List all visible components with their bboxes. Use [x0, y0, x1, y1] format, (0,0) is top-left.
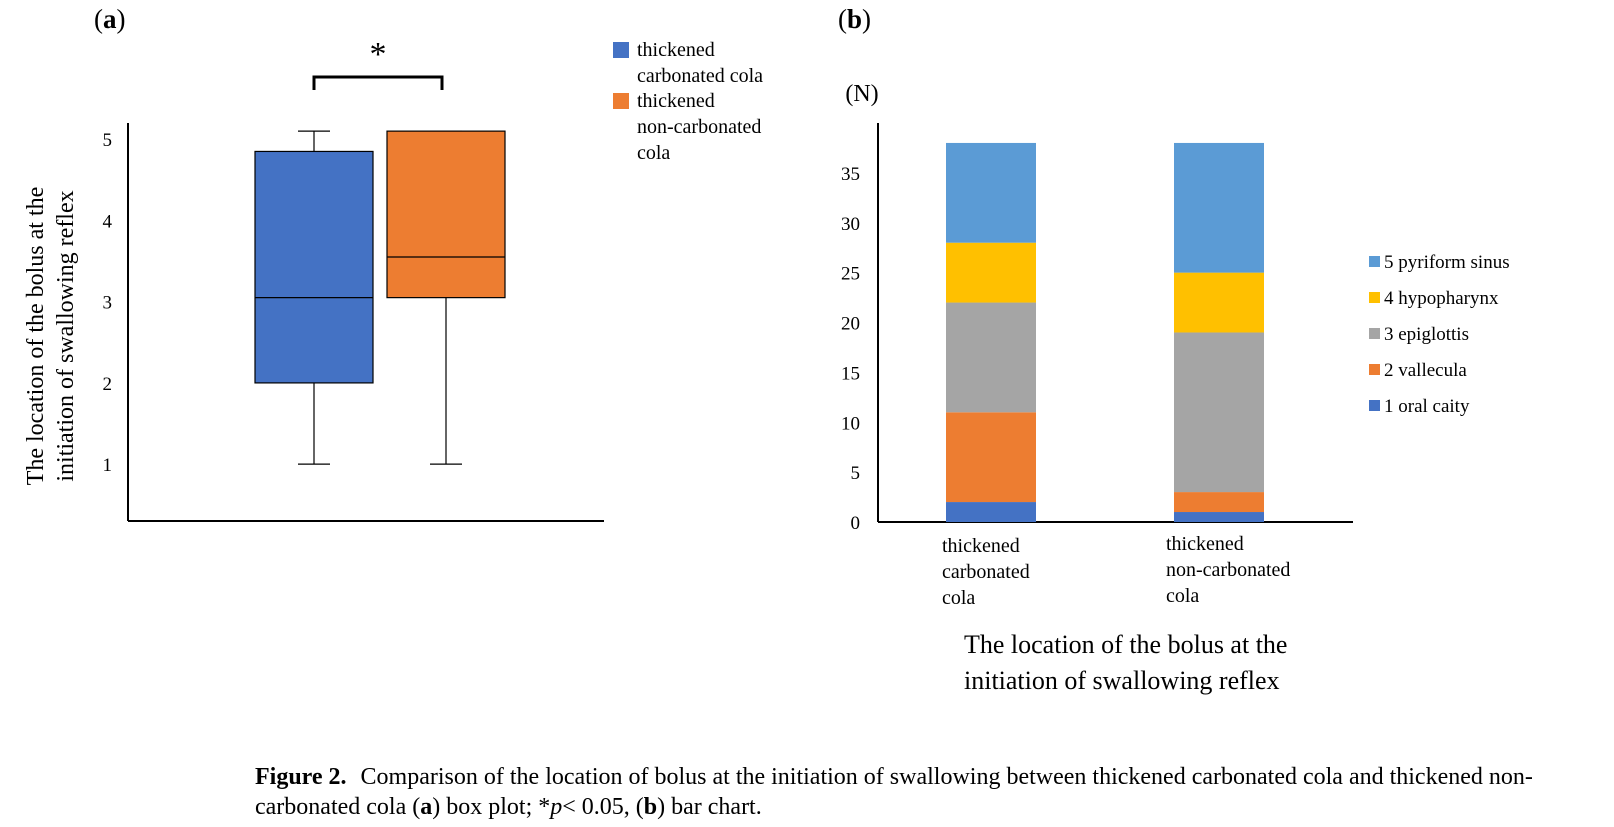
legend-label: 3 epiglottis	[1384, 324, 1469, 345]
bar-segment	[946, 502, 1036, 522]
y-axis-title-line1: The location of the bolus at the	[23, 187, 49, 486]
significance-marker: *	[370, 36, 387, 73]
significance-bracket	[312, 75, 444, 90]
legend-label: thickened	[637, 90, 715, 112]
legend-swatch	[613, 93, 629, 109]
bar-segment	[1174, 142, 1264, 273]
y-tick-label: 20	[841, 314, 860, 335]
legend-swatch	[1369, 364, 1380, 375]
y-tick-label: 10	[841, 413, 860, 434]
x-category-label: cola	[1166, 585, 1199, 607]
y-tick-label: 30	[841, 214, 860, 235]
y-tick-label: 5	[851, 463, 861, 484]
y-axis-unit-label: (N)	[845, 81, 878, 107]
x-category-label: non-carbonated	[1166, 559, 1290, 581]
bar-segment	[1174, 512, 1264, 522]
caption-text-4: ) bar chart.	[657, 794, 762, 820]
legend-swatch	[1369, 292, 1380, 303]
bar-segment	[946, 412, 1036, 503]
y-tick-label: 15	[841, 363, 860, 384]
legend-label: thickened	[637, 39, 715, 61]
y-tick-label: 2	[103, 374, 113, 395]
bar-segment	[1174, 492, 1264, 513]
box-series-1	[254, 130, 374, 465]
y-tick-label: 1	[103, 455, 113, 476]
legend-label: 5 pyriform sinus	[1384, 252, 1510, 273]
bar-segment	[946, 142, 1036, 243]
legend-label: non-carbonated	[637, 116, 761, 138]
legend-label: 2 vallecula	[1384, 360, 1467, 381]
y-tick-label: 5	[103, 130, 113, 151]
x-category-label: thickened	[1166, 533, 1244, 555]
caption-label: Figure 2.	[255, 764, 347, 790]
iqr-box	[386, 130, 506, 299]
y-tick-label: 4	[103, 211, 113, 232]
bar-segment	[946, 302, 1036, 413]
bar-segment	[1174, 272, 1264, 333]
legend-label: cola	[637, 142, 670, 164]
x-axis-title-line1: The location of the bolus at the	[964, 630, 1287, 659]
box-series-2	[386, 130, 506, 465]
y-tick-label: 35	[841, 164, 860, 185]
legend-swatch	[1369, 328, 1380, 339]
caption-bold-b: b	[643, 794, 658, 820]
x-axis-title-line2: initiation of swallowing reflex	[964, 666, 1280, 695]
panel-a-label: (a)	[94, 4, 126, 34]
bar-segment	[946, 242, 1036, 303]
y-tick-label: 0	[851, 513, 861, 534]
x-category-label: thickened	[942, 535, 1020, 557]
legend-swatch	[613, 42, 629, 58]
legend-swatch	[1369, 256, 1380, 267]
y-axis-title-line2: initiation of swallowing reflex	[53, 190, 79, 481]
caption-text-2: ) box plot; *	[432, 794, 551, 820]
x-category-label: carbonated	[942, 561, 1030, 583]
x-category-label: cola	[942, 587, 975, 609]
panel-b-label: (b)	[838, 4, 872, 34]
caption-italic-p: p	[550, 794, 563, 820]
y-tick-label: 3	[103, 293, 113, 314]
figure-caption: Figure 2. Comparison of the location of b…	[255, 762, 1555, 822]
legend-label: 4 hypopharynx	[1384, 288, 1499, 309]
legend-label: 1 oral caity	[1384, 396, 1470, 417]
box-plot-chart: The location of the bolus at the initiat…	[23, 36, 763, 522]
bar-segment	[1174, 332, 1264, 493]
legend-swatch	[1369, 400, 1380, 411]
stacked-bar-chart: (N) 0 5 10 15 20 25 30 35 thickened carbonated co…	[841, 81, 1510, 695]
y-tick-label: 25	[841, 264, 860, 285]
caption-bold-a: a	[420, 794, 433, 820]
legend-label: carbonated cola	[637, 65, 763, 87]
caption-text-1: Comparison of the location of bolus at t…	[255, 764, 1533, 820]
caption-text-3: < 0.05, (	[562, 794, 644, 820]
iqr-box	[254, 150, 374, 384]
